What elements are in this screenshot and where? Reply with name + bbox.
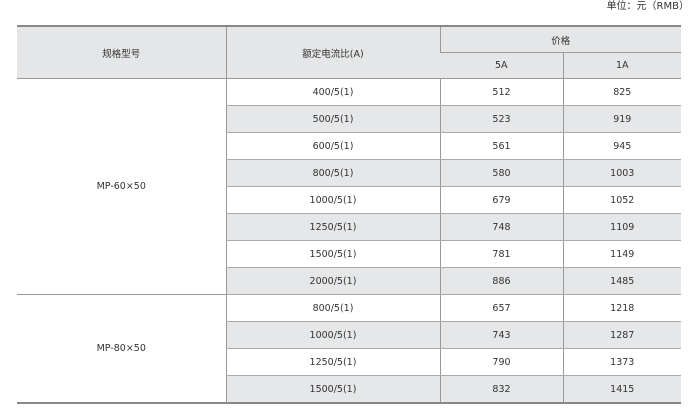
price-1a-cell: 919 [562, 105, 682, 133]
price-5a-cell: 523 [439, 105, 563, 133]
price-1a-cell: 1109 [562, 213, 682, 241]
price-5a-cell: 743 [439, 321, 563, 349]
price-1a-cell: 1373 [562, 348, 682, 376]
header-price: 价格 [439, 26, 682, 53]
price-1a-cell: 1218 [562, 294, 682, 322]
table-row: 2000/5(1) 886 1485 [17, 267, 682, 295]
model-cell: MP-80×50 [17, 294, 226, 404]
price-5a-cell: 886 [439, 267, 563, 295]
table-row: MP-60×50 400/5(1) 512 825 [17, 78, 682, 295]
price-5a-cell: 748 [439, 213, 563, 241]
table-row: 1250/5(1) 748 1109 [17, 213, 682, 241]
price-1a-cell: 1149 [562, 240, 682, 268]
price-1a-cell: 1287 [562, 321, 682, 349]
unit-label: 单位：元（RMB） [606, 1, 689, 12]
table-row: 1000/5(1) 679 1052 [17, 186, 682, 214]
ratio-cell: 2000/5(1) [225, 267, 440, 295]
price-5a-cell: 679 [439, 186, 563, 214]
header-price-5a: 5A [440, 52, 563, 79]
table-row: 1000/5(1) 743 1287 [17, 321, 682, 349]
price-5a-cell: 832 [439, 375, 563, 404]
price-1a-cell: 1415 [562, 375, 682, 404]
ratio-cell: 1250/5(1) [225, 348, 440, 376]
header-price-1a: 1A [562, 52, 682, 79]
model-cell: MP-60×50 [17, 78, 226, 295]
ratio-cell: 500/5(1) [225, 105, 440, 133]
header-model: 规格型号 [17, 26, 226, 79]
table-row: MP-80×50 800/5(1) 657 1218 [17, 294, 682, 404]
ratio-cell: 1000/5(1) [225, 186, 440, 214]
price-1a-cell: 1052 [562, 186, 682, 214]
table-row: 1500/5(1) 781 1149 [17, 240, 682, 268]
ratio-cell: 400/5(1) [225, 78, 440, 106]
price-5a-cell: 790 [439, 348, 563, 376]
table-row: 1500/5(1) 832 1415 [17, 375, 682, 404]
price-1a-cell: 1003 [562, 159, 682, 187]
table-row: 500/5(1) 523 919 [17, 105, 682, 133]
price-1a-cell: 945 [562, 132, 682, 160]
price-5a-cell: 580 [439, 159, 563, 187]
ratio-cell: 1000/5(1) [225, 321, 440, 349]
ratio-cell: 600/5(1) [225, 132, 440, 160]
price-5a-cell: 657 [439, 294, 563, 322]
price-5a-cell: 781 [439, 240, 563, 268]
price-1a-cell: 1485 [562, 267, 682, 295]
table-row: 800/5(1) 580 1003 [17, 159, 682, 187]
ratio-cell: 1500/5(1) [225, 375, 440, 404]
price-table: 规格型号 额定电流比(A) 价格 5A 1A MP-60×50 400/5(1) 5… [17, 25, 682, 404]
ratio-cell: 800/5(1) [225, 294, 440, 322]
price-5a-cell: 561 [439, 132, 563, 160]
ratio-cell: 1250/5(1) [225, 213, 440, 241]
price-5a-cell: 512 [439, 78, 563, 106]
table-row: 1250/5(1) 790 1373 [17, 348, 682, 376]
header-ratio: 额定电流比(A) [225, 26, 440, 79]
ratio-cell: 800/5(1) [225, 159, 440, 187]
price-1a-cell: 825 [562, 78, 682, 106]
ratio-cell: 1500/5(1) [225, 240, 440, 268]
table-row: 600/5(1) 561 945 [17, 132, 682, 160]
